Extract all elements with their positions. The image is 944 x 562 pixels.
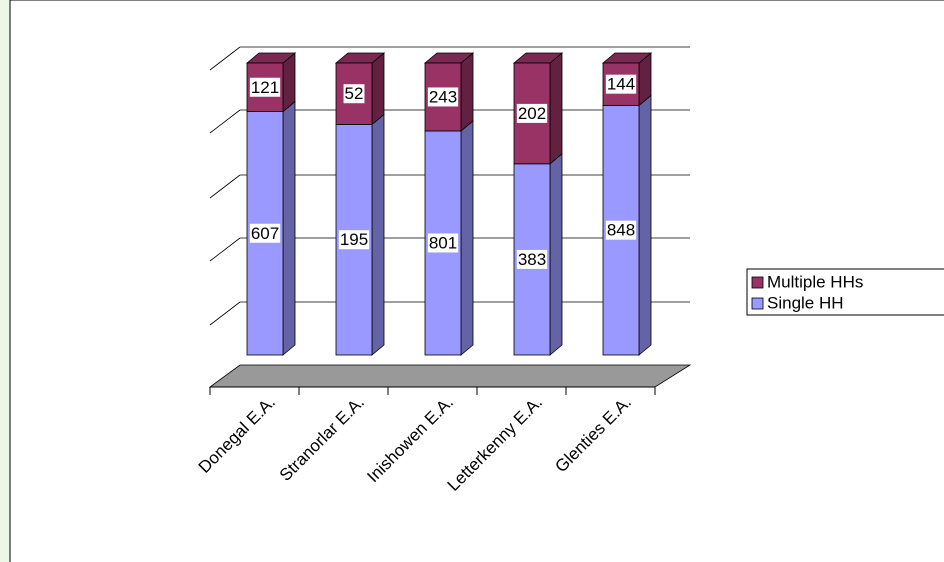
bar-side — [549, 152, 563, 356]
bar-side — [371, 113, 385, 356]
bar-side — [282, 100, 296, 356]
data-label-bg — [605, 74, 637, 94]
legend-swatch — [751, 297, 764, 310]
data-label: 202 — [518, 104, 546, 123]
data-label: 144 — [607, 75, 635, 94]
legend — [746, 268, 944, 316]
data-label-bg — [249, 77, 281, 97]
data-label-bg — [338, 230, 370, 250]
data-label: 195 — [340, 230, 368, 249]
legend-label: Single HH — [767, 293, 844, 312]
data-label: 801 — [429, 233, 457, 252]
bar-side — [371, 52, 385, 126]
data-label-bg — [605, 220, 637, 240]
x-ticks — [209, 387, 656, 395]
data-label: 848 — [607, 221, 635, 240]
data-label-bg — [427, 233, 459, 253]
bar — [335, 62, 373, 125]
bar-side — [549, 52, 563, 165]
bar-side — [460, 120, 474, 356]
data-label: 243 — [429, 87, 457, 106]
data-label: 607 — [251, 224, 279, 243]
data-label: 383 — [518, 250, 546, 269]
data-label-bg — [343, 84, 365, 104]
legend-swatch — [751, 276, 764, 289]
data-label-bg — [427, 87, 459, 107]
data-label-bg — [249, 223, 281, 243]
data-label-bg — [516, 103, 548, 123]
legend-label: Multiple HHs — [767, 272, 863, 291]
data-label-bg — [516, 249, 548, 269]
data-label: 121 — [251, 78, 279, 97]
data-label: 52 — [345, 84, 364, 103]
bar-side — [638, 94, 652, 356]
bar-side — [460, 52, 474, 132]
floor — [208, 364, 692, 388]
